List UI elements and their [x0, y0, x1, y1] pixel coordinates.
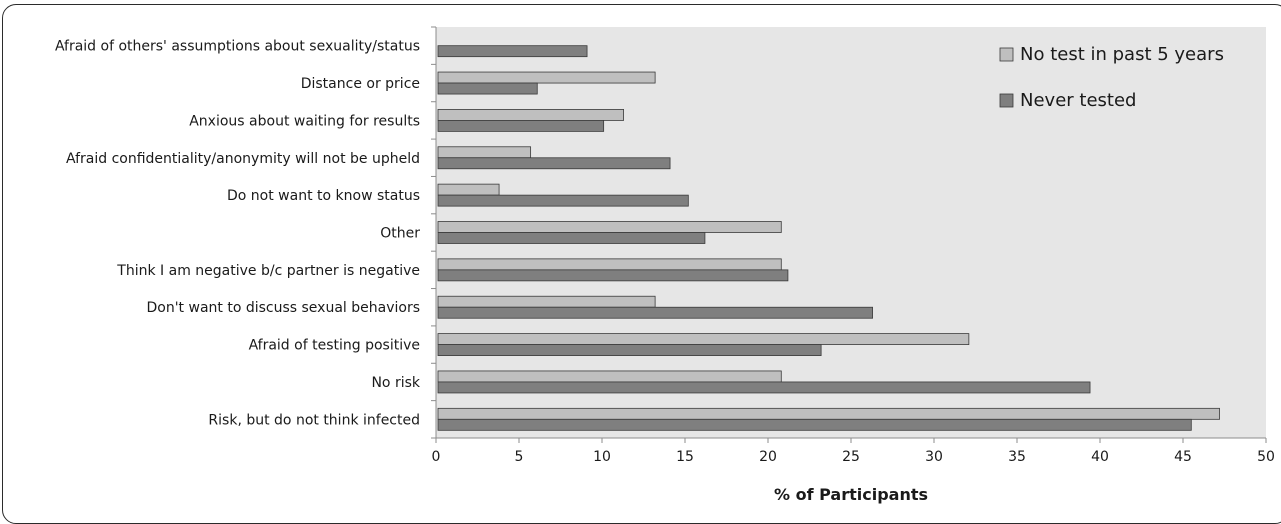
- x-tick-label: 15: [676, 449, 694, 465]
- bar-never-tested: [437, 269, 789, 282]
- category-label: Afraid confidentiality/anonymity will no…: [66, 151, 420, 167]
- bar-never-tested: [437, 157, 671, 170]
- category-label: Do not want to know status: [227, 188, 420, 204]
- bar-no-test-5-years: [437, 221, 782, 233]
- bar-never-tested: [437, 232, 706, 244]
- bar-never-tested: [437, 45, 588, 58]
- category-label: Other: [380, 226, 420, 242]
- horizontal-bar-chart: Risk, but do not think infected No risk Af…: [55, 26, 1275, 504]
- bar-never-tested: [437, 381, 1091, 394]
- bars-group: [437, 45, 1220, 431]
- bar-no-test-5-years: [437, 370, 782, 383]
- bar-no-test-5-years: [437, 407, 1220, 420]
- bar-no-test-5-years: [437, 258, 782, 271]
- legend-swatch: [999, 93, 1014, 108]
- category-label: No risk: [371, 375, 420, 391]
- category-label: Don't want to discuss sexual behaviors: [146, 300, 420, 316]
- bar-no-test-5-years: [437, 295, 656, 308]
- bar-no-test-5-years: [437, 333, 970, 345]
- category-label: Afraid of others' assumptions about sexu…: [55, 39, 420, 55]
- category-label: Afraid of testing positive: [249, 338, 420, 354]
- bar-no-test-5-years: [437, 109, 624, 121]
- legend-label: Never tested: [1020, 90, 1136, 111]
- bar-never-tested: [437, 120, 605, 132]
- category-label: Anxious about waiting for results: [189, 113, 420, 129]
- x-tick-label: 40: [1091, 449, 1109, 465]
- x-tick-label: 30: [925, 449, 943, 465]
- bar-no-test-5-years: [437, 146, 532, 159]
- category-label: Distance or price: [301, 76, 420, 92]
- bar-no-test-5-years: [437, 183, 500, 196]
- category-label: Think I am negative b/c partner is negat…: [116, 263, 420, 279]
- bar-never-tested: [437, 418, 1192, 431]
- x-tick-label: 20: [759, 449, 777, 465]
- bar-never-tested: [437, 194, 689, 207]
- x-tick-label: 10: [593, 449, 611, 465]
- x-ticks: 0 5 10 15 20 25 30 35 40 45 50: [432, 438, 1275, 465]
- bar-no-test-5-years: [437, 71, 656, 84]
- category-labels: Risk, but do not think infected No risk Af…: [55, 39, 421, 429]
- bar-never-tested: [437, 306, 873, 319]
- x-tick-label: 25: [842, 449, 860, 465]
- x-tick-label: 0: [432, 449, 441, 465]
- x-tick-label: 35: [1008, 449, 1026, 465]
- bar-never-tested: [437, 82, 538, 95]
- x-axis-title: % of Participants: [774, 485, 928, 504]
- legend: No test in past 5 years Never tested: [999, 44, 1224, 111]
- legend-swatch: [999, 47, 1014, 62]
- legend-label: No test in past 5 years: [1020, 44, 1224, 65]
- bar-never-tested: [437, 344, 822, 356]
- x-tick-label: 45: [1174, 449, 1192, 465]
- category-label: Risk, but do not think infected: [208, 412, 420, 428]
- x-tick-label: 50: [1257, 449, 1275, 465]
- x-tick-label: 5: [515, 449, 524, 465]
